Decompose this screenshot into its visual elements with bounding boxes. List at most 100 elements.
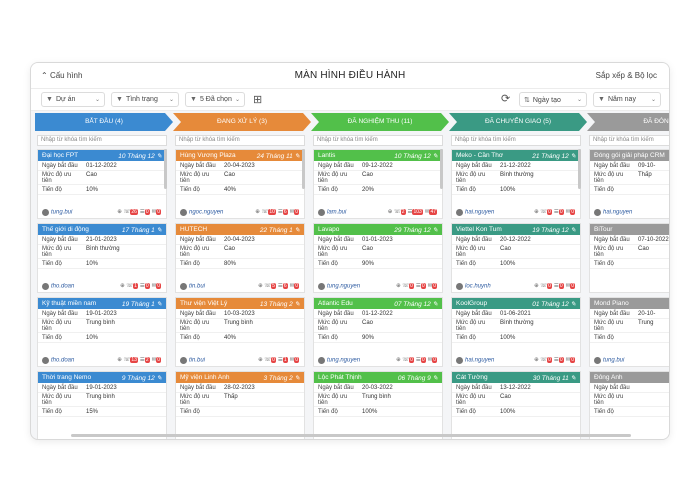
column-scrollbar[interactable] [302,149,305,189]
grid-view-icon[interactable]: ⊞ [253,94,263,106]
task-card[interactable]: BiTour Ngày bắt đầu 07-10-2022 Mức độ ưu ti… [589,223,669,293]
stage-header[interactable]: ĐÃ NGHIỆM THU (11) [311,113,449,131]
task-card[interactable]: Thư viện Việt Lý 13 Tháng 2 ✎ Ngày bắt đầu… [175,297,305,367]
card-header[interactable]: Thế giới di động 17 Tháng 1 ✎ [38,224,166,235]
note-icon[interactable]: ✉ [565,357,571,363]
task-card[interactable]: Đông Anh Ngày bắt đầu Mức độ ưu tiên Tiến đ… [589,371,669,439]
card-header[interactable]: Mond Piano [590,298,669,309]
card-header[interactable]: Đại học FPT 10 Tháng 12 ✎ [38,150,166,161]
stage-header[interactable]: ĐÃ CHUYỂN GIAO (5) [449,113,587,131]
card-header[interactable]: Đóng gói giải pháp CRM [590,150,669,161]
card-header[interactable]: Đông Anh [590,372,669,383]
phone-icon[interactable]: ☏ [540,357,548,363]
task-card[interactable]: Kỹ thuật miền nam 19 Tháng 1 ✎ Ngày bắt đầ… [37,297,167,367]
add-icon[interactable]: ⊕ [534,209,541,215]
phone-icon[interactable]: ☏ [123,209,131,215]
task-card[interactable]: Mỹ viện Linh Anh 3 Tháng 2 ✎ Ngày bắt đầu 2… [175,371,305,439]
task-icon[interactable]: ☰ [415,283,421,289]
search-input[interactable]: Nhập từ khóa tìm kiếm [313,135,443,146]
card-header[interactable]: Lavapo 29 Tháng 12 ✎ [314,224,442,235]
add-icon[interactable]: ⊕ [117,209,124,215]
card-header[interactable]: Thư viện Việt Lý 13 Tháng 2 ✎ [176,298,304,309]
assignee-name[interactable]: ngoc.nguyen [189,209,224,216]
phone-icon[interactable]: ☏ [540,209,548,215]
selected-count-select[interactable]: ▼ 5 Đã chọn ⌄ [185,92,245,107]
task-card[interactable]: Lantis 10 Tháng 12 ✎ Ngày bắt đầu 09-12-202… [313,149,443,219]
card-header[interactable]: Kỹ thuật miền nam 19 Tháng 1 ✎ [38,298,166,309]
add-icon[interactable]: ⊕ [387,209,394,215]
add-icon[interactable]: ⊕ [258,357,265,363]
assignee-name[interactable]: tung.nguyen [327,283,361,290]
search-input[interactable]: Nhập từ khóa tìm kiếm [589,135,669,146]
assignee-name[interactable]: tho.doan [51,357,75,364]
task-icon[interactable]: ☰ [553,209,559,215]
sort-filter-link[interactable]: Sắp xếp & Bộ lọc [595,71,657,80]
card-header[interactable]: Thời trang Nemo 9 Tháng 12 ✎ [38,372,166,383]
add-icon[interactable]: ⊕ [258,283,265,289]
card-header[interactable]: Meko - Cần Thơ 21 Tháng 12 ✎ [452,150,580,161]
column-scrollbar[interactable] [440,149,443,189]
task-card[interactable]: Mond Piano Ngày bắt đầu 20-10- Mức độ ưu ti… [589,297,669,367]
assignee-name[interactable]: tin.bui [189,283,206,290]
note-icon[interactable]: ✉ [427,283,433,289]
add-icon[interactable]: ⊕ [534,357,541,363]
project-select[interactable]: ▼ Dự án ⌄ [41,92,105,107]
task-card[interactable]: Cát Tường 30 Tháng 11 ✎ Ngày bắt đầu 13-12-… [451,371,581,439]
task-card[interactable]: Lộc Phát Thịnh 06 Tháng 9 ✎ Ngày bắt đầu 20… [313,371,443,439]
task-icon[interactable]: ☰ [139,357,145,363]
add-icon[interactable]: ⊕ [396,283,403,289]
refresh-icon[interactable]: ⟳ [501,93,511,105]
note-icon[interactable]: ✉ [151,209,157,215]
task-icon[interactable]: ☰ [139,283,145,289]
task-icon[interactable]: ☰ [415,357,421,363]
assignee-name[interactable]: hai.nguyen [465,357,495,364]
note-icon[interactable]: ✉ [565,283,571,289]
task-card[interactable]: Atlantic Edu 07 Tháng 12 ✎ Ngày bắt đầu 01-… [313,297,443,367]
column-scrollbar[interactable] [164,149,167,189]
note-icon[interactable]: ✉ [151,357,157,363]
card-header[interactable]: Viettel Kon Tum 19 Tháng 12 ✎ [452,224,580,235]
task-card[interactable]: HUTECH 22 Tháng 1 ✎ Ngày bắt đầu 20-04-2023… [175,223,305,293]
assignee-name[interactable]: tho.doan [51,283,75,290]
task-card[interactable]: Viettel Kon Tum 19 Tháng 12 ✎ Ngày bắt đầu… [451,223,581,293]
phone-icon[interactable]: ☏ [126,283,134,289]
assignee-name[interactable]: tung.bui [603,357,625,364]
note-icon[interactable]: ✉ [289,357,295,363]
card-header[interactable]: KoolGroup 01 Tháng 12 ✎ [452,298,580,309]
assignee-name[interactable]: hai.nguyen [465,209,495,216]
task-card[interactable]: Đóng gói giải pháp CRM Ngày bắt đầu 09-10-… [589,149,669,219]
note-icon[interactable]: ✉ [427,357,433,363]
add-icon[interactable]: ⊕ [255,209,262,215]
assignee-name[interactable]: tin.bui [189,357,206,364]
stage-header[interactable]: ĐÃ ĐÓN [587,113,670,131]
horizontal-scrollbar[interactable] [71,434,631,437]
phone-icon[interactable]: ☏ [402,357,410,363]
card-header[interactable]: HUTECH 22 Tháng 1 ✎ [176,224,304,235]
search-input[interactable]: Nhập từ khóa tìm kiếm [175,135,305,146]
assignee-name[interactable]: loc.huynh [465,283,491,290]
add-icon[interactable]: ⊕ [117,357,124,363]
task-card[interactable]: Thời trang Nemo 9 Tháng 12 ✎ Ngày bắt đầu 1… [37,371,167,439]
note-icon[interactable]: ✉ [289,209,295,215]
phone-icon[interactable]: ☏ [402,283,410,289]
card-header[interactable]: Atlantic Edu 07 Tháng 12 ✎ [314,298,442,309]
card-header[interactable]: Lộc Phát Thịnh 06 Tháng 9 ✎ [314,372,442,383]
config-toggle[interactable]: ⌃ Cấu hình [41,71,82,80]
task-card[interactable]: Meko - Cần Thơ 21 Tháng 12 ✎ Ngày bắt đầu 2… [451,149,581,219]
note-icon[interactable]: ✉ [424,209,430,215]
task-icon[interactable]: ☰ [553,357,559,363]
task-card[interactable]: Lavapo 29 Tháng 12 ✎ Ngày bắt đầu 01-01-202… [313,223,443,293]
phone-icon[interactable]: ☏ [264,283,272,289]
card-header[interactable]: BiTour [590,224,669,235]
task-card[interactable]: KoolGroup 01 Tháng 12 ✎ Ngày bắt đầu 01-06-… [451,297,581,367]
assignee-name[interactable]: hai.nguyen [603,209,633,216]
card-header[interactable]: Cát Tường 30 Tháng 11 ✎ [452,372,580,383]
assignee-name[interactable]: tung.nguyen [327,357,361,364]
task-card[interactable]: Thế giới di động 17 Tháng 1 ✎ Ngày bắt đầu… [37,223,167,293]
phone-icon[interactable]: ☏ [261,209,269,215]
column-scrollbar[interactable] [578,149,581,189]
task-icon[interactable]: ☰ [553,283,559,289]
assignee-name[interactable]: lam.bui [327,209,347,216]
add-icon[interactable]: ⊕ [396,357,403,363]
card-header[interactable]: Lantis 10 Tháng 12 ✎ [314,150,442,161]
